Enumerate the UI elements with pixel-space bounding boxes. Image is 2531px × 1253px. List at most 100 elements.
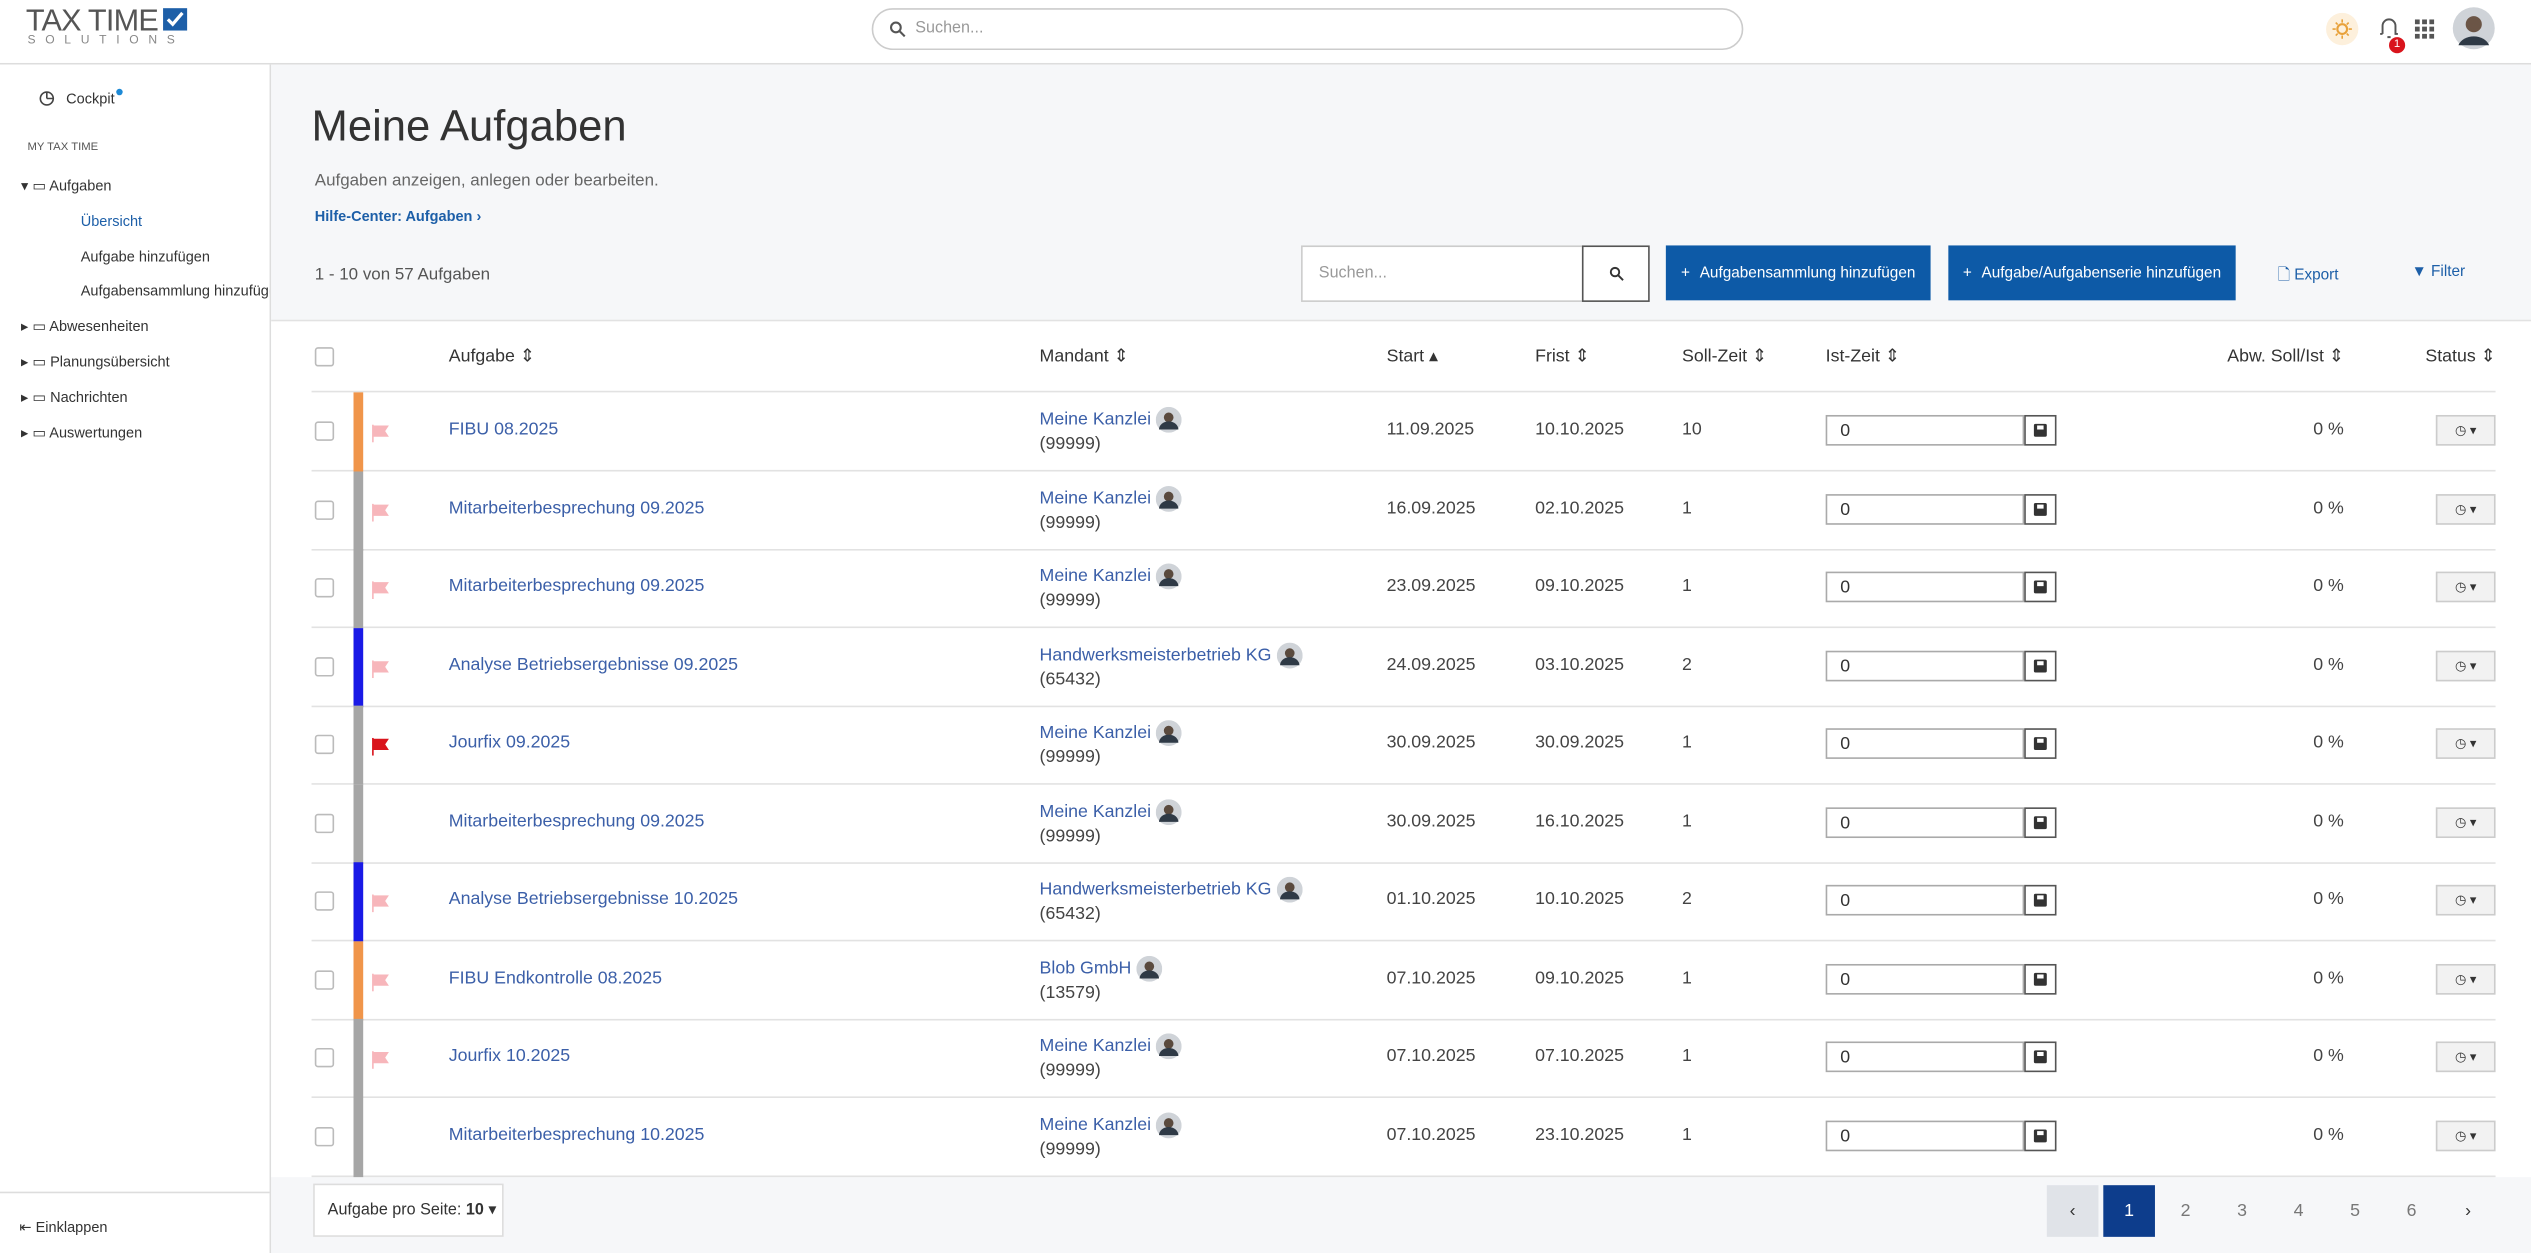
column-header[interactable]: Ist-Zeit ⇕ bbox=[1825, 347, 1900, 367]
save-button[interactable] bbox=[2024, 493, 2057, 524]
status-button[interactable]: ◷ ▾ bbox=[2435, 1041, 2496, 1073]
status-button[interactable]: ◷ ▾ bbox=[2435, 884, 2496, 916]
row-checkbox[interactable] bbox=[314, 578, 335, 598]
column-header[interactable]: Status ⇕ bbox=[2425, 347, 2496, 367]
actual-time-input[interactable]: 0 bbox=[1825, 414, 2025, 446]
table-search[interactable]: Suchen... bbox=[1301, 245, 1584, 302]
export-button[interactable]: 🗋 Export bbox=[2277, 266, 2339, 285]
save-button[interactable] bbox=[2024, 728, 2057, 759]
status-button[interactable]: ◷ ▾ bbox=[2435, 414, 2496, 446]
actual-time-input[interactable]: 0 bbox=[1825, 571, 2025, 603]
client-name[interactable]: Meine Kanzlei bbox=[1040, 720, 1182, 746]
actual-time-input[interactable]: 0 bbox=[1825, 493, 2025, 524]
row-checkbox[interactable] bbox=[314, 891, 335, 911]
column-header[interactable]: Abw. Soll/Ist ⇕ bbox=[2227, 347, 2344, 367]
task-link[interactable]: FIBU 08.2025 bbox=[448, 419, 559, 440]
client-name[interactable]: Handwerksmeisterbetrieb KG bbox=[1040, 641, 1303, 668]
column-header[interactable]: Aufgabe ⇕ bbox=[448, 347, 535, 367]
actual-time-input[interactable]: 0 bbox=[1825, 649, 2025, 681]
nav-item[interactable]: ▸ ▭ Nachrichten bbox=[20, 388, 128, 405]
row-checkbox[interactable] bbox=[314, 1126, 335, 1146]
row-checkbox[interactable] bbox=[314, 421, 335, 441]
save-button[interactable] bbox=[2024, 571, 2057, 603]
save-button[interactable] bbox=[2024, 884, 2057, 916]
theme-toggle[interactable] bbox=[2326, 12, 2359, 46]
task-link[interactable]: Analyse Betriebsergebnisse 10.2025 bbox=[448, 889, 738, 910]
actual-time-input[interactable]: 0 bbox=[1825, 806, 2025, 838]
save-button[interactable] bbox=[2024, 963, 2057, 994]
save-button[interactable] bbox=[2024, 414, 2057, 446]
flag[interactable] bbox=[371, 656, 389, 685]
flag[interactable] bbox=[371, 970, 389, 999]
nav-item[interactable]: ▾ ▭ Aufgaben bbox=[20, 177, 112, 194]
filter-button[interactable]: ▼ Filter bbox=[2411, 263, 2466, 281]
client-name[interactable]: Blob GmbH bbox=[1040, 955, 1162, 981]
save-button[interactable] bbox=[2024, 806, 2057, 838]
actual-time-input[interactable]: 0 bbox=[1825, 728, 2025, 759]
flag[interactable] bbox=[371, 891, 389, 920]
client-name[interactable]: Meine Kanzlei bbox=[1040, 563, 1182, 590]
page-number[interactable]: 5 bbox=[2350, 1201, 2361, 1221]
column-header[interactable]: Mandant ⇕ bbox=[1039, 347, 1129, 367]
row-checkbox[interactable] bbox=[314, 813, 335, 833]
save-button[interactable] bbox=[2024, 1041, 2057, 1073]
client-name[interactable]: Handwerksmeisterbetrieb KG bbox=[1040, 876, 1303, 903]
status-button[interactable]: ◷ ▾ bbox=[2435, 728, 2496, 759]
page-number[interactable]: 1 bbox=[2103, 1185, 2155, 1237]
row-checkbox[interactable] bbox=[314, 656, 335, 676]
client-name[interactable]: Meine Kanzlei bbox=[1040, 1111, 1182, 1138]
actual-time-input[interactable]: 0 bbox=[1825, 1119, 2025, 1151]
page-number[interactable]: 6 bbox=[2406, 1201, 2417, 1221]
actual-time-input[interactable]: 0 bbox=[1825, 963, 2025, 994]
nav-item[interactable]: ▸ ▭ Abwesenheiten bbox=[20, 317, 149, 334]
client-name[interactable]: Meine Kanzlei bbox=[1040, 406, 1182, 433]
status-button[interactable]: ◷ ▾ bbox=[2435, 649, 2496, 681]
page-next[interactable]: › bbox=[2465, 1201, 2472, 1221]
nav-item[interactable]: ▸ ▭ Planungsübersicht bbox=[20, 352, 170, 369]
status-button[interactable]: ◷ ▾ bbox=[2435, 963, 2496, 994]
nav-cockpit[interactable]: Cockpit bbox=[66, 90, 115, 107]
flag[interactable] bbox=[371, 421, 389, 450]
actual-time-input[interactable]: 0 bbox=[1825, 1041, 2025, 1073]
column-header[interactable]: Start ▴ bbox=[1386, 347, 1438, 367]
column-header[interactable]: Frist ⇕ bbox=[1535, 347, 1590, 367]
status-button[interactable]: ◷ ▾ bbox=[2435, 493, 2496, 524]
page-number[interactable]: 4 bbox=[2293, 1201, 2304, 1221]
flag[interactable] bbox=[371, 735, 389, 764]
nav-subitem[interactable]: Aufgabensammlung hinzufügen bbox=[80, 282, 272, 299]
status-button[interactable]: ◷ ▾ bbox=[2435, 1119, 2496, 1151]
page-prev[interactable]: ‹ bbox=[2046, 1185, 2099, 1237]
column-header[interactable]: Soll-Zeit ⇕ bbox=[1681, 347, 1767, 367]
nav-subitem[interactable]: Aufgabe hinzufügen bbox=[80, 247, 210, 265]
client-name[interactable]: Meine Kanzlei bbox=[1040, 485, 1182, 512]
task-link[interactable]: Jourfix 10.2025 bbox=[448, 1046, 571, 1066]
nav-subitem[interactable]: Übersicht bbox=[80, 213, 143, 230]
save-button[interactable] bbox=[2024, 649, 2057, 681]
row-checkbox[interactable] bbox=[314, 499, 335, 520]
collapse-button[interactable]: ⇤ Einklappen bbox=[19, 1219, 108, 1236]
task-link[interactable]: FIBU Endkontrolle 08.2025 bbox=[448, 968, 662, 988]
flag[interactable] bbox=[371, 578, 389, 607]
client-name[interactable]: Meine Kanzlei bbox=[1040, 1033, 1182, 1060]
notification-bell[interactable] bbox=[2376, 15, 2402, 41]
client-name[interactable]: Meine Kanzlei bbox=[1040, 798, 1182, 825]
select-all[interactable] bbox=[314, 347, 335, 367]
row-checkbox[interactable] bbox=[314, 1047, 335, 1068]
save-button[interactable] bbox=[2024, 1119, 2057, 1151]
status-button[interactable]: ◷ ▾ bbox=[2435, 571, 2496, 603]
page-number[interactable]: 3 bbox=[2237, 1201, 2248, 1221]
task-link[interactable]: Jourfix 09.2025 bbox=[448, 733, 571, 753]
row-checkbox[interactable] bbox=[314, 734, 335, 755]
task-link[interactable]: Mitarbeiterbesprechung 10.2025 bbox=[448, 1124, 705, 1145]
flag[interactable] bbox=[371, 1048, 389, 1077]
flag[interactable] bbox=[371, 500, 389, 529]
user-avatar[interactable] bbox=[2452, 6, 2496, 50]
actual-time-input[interactable]: 0 bbox=[1825, 884, 2025, 916]
per-page-select[interactable]: Aufgabe pro Seite: 10 ▾ bbox=[313, 1183, 504, 1237]
add-collection-button[interactable]: + Aufgabensammlung hinzufügen bbox=[1665, 245, 1931, 301]
table-search-button[interactable] bbox=[1581, 245, 1650, 302]
page-number[interactable]: 2 bbox=[2180, 1201, 2191, 1221]
nav-item[interactable]: ▸ ▭ Auswertungen bbox=[20, 423, 143, 441]
task-link[interactable]: Analyse Betriebsergebnisse 09.2025 bbox=[448, 654, 738, 675]
add-task-button[interactable]: + Aufgabe/Aufgabenserie hinzufügen bbox=[1948, 245, 2236, 301]
